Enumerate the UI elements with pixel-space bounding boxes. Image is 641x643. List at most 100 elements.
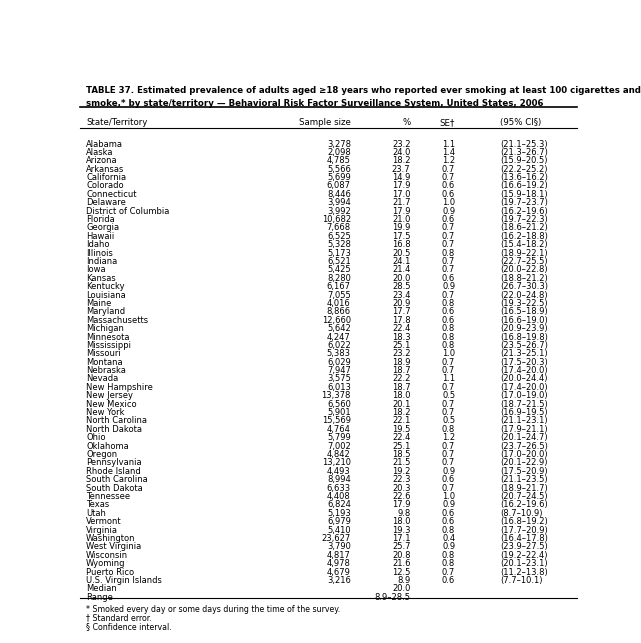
Text: (18.9–21.7): (18.9–21.7) [500,484,547,493]
Text: 18.3: 18.3 [392,332,410,341]
Text: Indiana: Indiana [86,257,117,266]
Text: 6,029: 6,029 [327,358,351,367]
Text: 5,566: 5,566 [327,165,351,174]
Text: 7,055: 7,055 [327,291,351,300]
Text: Puerto Rico: Puerto Rico [86,568,134,577]
Text: Tennessee: Tennessee [86,492,130,501]
Text: Kentucky: Kentucky [86,282,125,291]
Text: 20.0: 20.0 [392,274,410,283]
Text: 0.6: 0.6 [442,181,455,190]
Text: 4,247: 4,247 [327,332,351,341]
Text: (18.9–22.1): (18.9–22.1) [500,249,547,258]
Text: 6,022: 6,022 [327,341,351,350]
Text: (21.1–23.5): (21.1–23.5) [500,475,547,484]
Text: Arkansas: Arkansas [86,165,124,174]
Text: 0.7: 0.7 [442,173,455,182]
Text: (11.2–13.8): (11.2–13.8) [500,568,547,577]
Text: 0.7: 0.7 [442,358,455,367]
Text: 3,992: 3,992 [327,206,351,215]
Text: 18.9: 18.9 [392,358,410,367]
Text: (23.5–26.7): (23.5–26.7) [500,341,548,350]
Text: Nebraska: Nebraska [86,366,126,375]
Text: 0.6: 0.6 [442,475,455,484]
Text: (26.7–30.3): (26.7–30.3) [500,282,548,291]
Text: 19.5: 19.5 [392,425,410,434]
Text: 6,087: 6,087 [327,181,351,190]
Text: Median: Median [86,584,117,593]
Text: 8,446: 8,446 [327,190,351,199]
Text: 21.6: 21.6 [392,559,410,568]
Text: 14.9: 14.9 [392,173,410,182]
Text: (23.9–27.5): (23.9–27.5) [500,542,547,551]
Text: § Confidence interval.: § Confidence interval. [86,622,172,631]
Text: 23.2: 23.2 [392,349,410,358]
Text: 13,378: 13,378 [322,392,351,401]
Text: 0.9: 0.9 [442,282,455,291]
Text: 0.7: 0.7 [442,223,455,232]
Text: 21.7: 21.7 [392,198,410,207]
Text: (20.7–24.5): (20.7–24.5) [500,492,547,501]
Text: 18.0: 18.0 [392,392,410,401]
Text: Mississippi: Mississippi [86,341,131,350]
Text: (20.1–24.7): (20.1–24.7) [500,433,547,442]
Text: 0.6: 0.6 [442,307,455,316]
Text: 0.8: 0.8 [442,249,455,258]
Text: (20.0–24.4): (20.0–24.4) [500,374,547,383]
Text: 0.6: 0.6 [442,190,455,199]
Text: New Hampshire: New Hampshire [86,383,153,392]
Text: 0.7: 0.7 [442,568,455,577]
Text: Ohio: Ohio [86,433,106,442]
Text: (16.2–18.8): (16.2–18.8) [500,232,548,241]
Text: 17.9: 17.9 [392,181,410,190]
Text: New York: New York [86,408,124,417]
Text: 13,210: 13,210 [322,458,351,467]
Text: 6,167: 6,167 [327,282,351,291]
Text: 23,627: 23,627 [322,534,351,543]
Text: Maine: Maine [86,299,112,308]
Text: 5,799: 5,799 [327,433,351,442]
Text: 0.6: 0.6 [442,517,455,526]
Text: 7,668: 7,668 [327,223,351,232]
Text: 17.7: 17.7 [392,307,410,316]
Text: Rhode Island: Rhode Island [86,467,141,476]
Text: (18.7–21.5): (18.7–21.5) [500,400,547,409]
Text: 2,098: 2,098 [327,148,351,157]
Text: (22.0–24.8): (22.0–24.8) [500,291,547,300]
Text: 1.2: 1.2 [442,156,455,165]
Text: 1.1: 1.1 [442,140,455,149]
Text: (22.7–25.5): (22.7–25.5) [500,257,547,266]
Text: Montana: Montana [86,358,122,367]
Text: 0.7: 0.7 [442,383,455,392]
Text: 8,994: 8,994 [327,475,351,484]
Text: (17.4–20.0): (17.4–20.0) [500,383,547,392]
Text: (21.3–26.7): (21.3–26.7) [500,148,548,157]
Text: 17.9: 17.9 [392,500,410,509]
Text: (20.9–23.9): (20.9–23.9) [500,324,547,333]
Text: 22.6: 22.6 [392,492,410,501]
Text: SE†: SE† [440,118,455,127]
Text: (21.1–23.1): (21.1–23.1) [500,417,547,426]
Text: 0.6: 0.6 [442,509,455,518]
Text: 0.8: 0.8 [442,559,455,568]
Text: 20.8: 20.8 [392,551,410,560]
Text: Delaware: Delaware [86,198,126,207]
Text: Sample size: Sample size [299,118,351,127]
Text: (7.7–10.1): (7.7–10.1) [500,576,542,585]
Text: 20.9: 20.9 [392,299,410,308]
Text: 22.2: 22.2 [392,374,410,383]
Text: 19.2: 19.2 [392,467,410,476]
Text: (16.8–19.8): (16.8–19.8) [500,332,548,341]
Text: 6,013: 6,013 [327,383,351,392]
Text: 7,002: 7,002 [327,442,351,451]
Text: 0.8: 0.8 [442,341,455,350]
Text: Louisiana: Louisiana [86,291,126,300]
Text: 0.7: 0.7 [442,366,455,375]
Text: Minnesota: Minnesota [86,332,129,341]
Text: Colorado: Colorado [86,181,124,190]
Text: 23.2: 23.2 [392,140,410,149]
Text: Connecticut: Connecticut [86,190,137,199]
Text: Nevada: Nevada [86,374,119,383]
Text: State/Territory: State/Territory [86,118,147,127]
Text: Hawaii: Hawaii [86,232,114,241]
Text: 18.5: 18.5 [392,450,410,459]
